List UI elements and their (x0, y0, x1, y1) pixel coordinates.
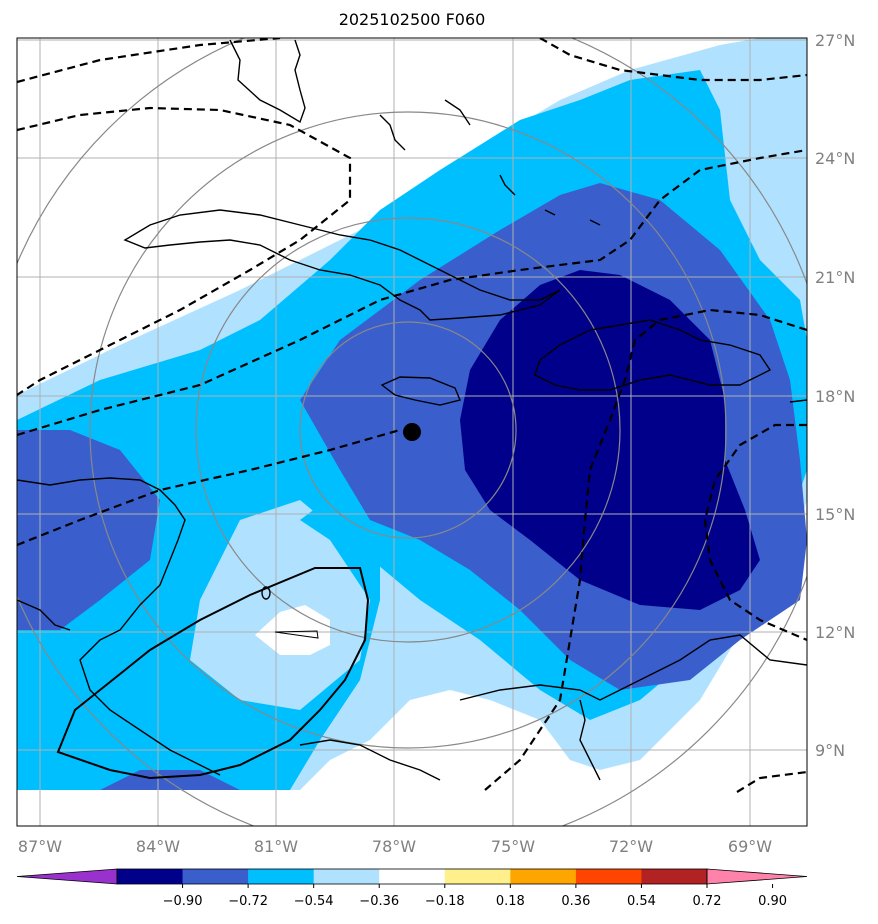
colorbar-segment (641, 869, 708, 884)
colorbar-tick-label: 0.36 (561, 894, 590, 909)
dashed-contours (17, 38, 807, 793)
outlined-region (56, 567, 370, 780)
center-marker (403, 423, 421, 441)
range-rings (17, 38, 807, 826)
lat-label: 18°N (815, 387, 855, 406)
colorbar-segment (575, 869, 642, 884)
contour-fill-navy (460, 270, 760, 610)
lat-label: 9°N (815, 741, 845, 760)
colorbar-tick-label: −0.36 (359, 894, 399, 909)
colorbar-tick-label: −0.18 (425, 894, 465, 909)
plot-frame (16, 37, 808, 827)
map-title: 2025102500 F060 (338, 10, 486, 29)
lat-label: 12°N (815, 623, 855, 642)
colorbar-segment (379, 869, 446, 884)
colorbar-segment (182, 869, 249, 884)
colorbar-tick-label: 0.54 (627, 894, 656, 909)
colorbar-extend-low (16, 868, 118, 885)
colorbar-segment (444, 869, 511, 884)
graticule (17, 38, 807, 826)
colorbar-segment (117, 869, 184, 884)
contour-fill-white-hole (255, 605, 330, 655)
colorbar-frame (116, 868, 708, 885)
lon-label: 75°W (491, 837, 535, 856)
lon-label: 69°W (728, 837, 772, 856)
colorbar-tick-label: 0.90 (758, 894, 787, 909)
lat-label: 21°N (815, 268, 855, 287)
colorbar-segment (313, 869, 380, 884)
colorbar-tick-label: 0.18 (496, 894, 525, 909)
colorbar-segment (248, 869, 315, 884)
colorbar: −0.90 −0.72 −0.54 −0.36 −0.18 0.18 0.36 0.54 0.7… (16, 868, 808, 909)
lat-label: 24°N (815, 149, 855, 168)
lon-label: 87°W (18, 837, 62, 856)
longitude-labels: 87°W 84°W 81°W 78°W 75°W 72°W 69°W (18, 837, 772, 856)
colorbar-tick-label: −0.90 (163, 894, 203, 909)
coastlines (17, 39, 807, 781)
lon-label: 78°W (372, 837, 416, 856)
colorbar-tick-label: −0.54 (294, 894, 334, 909)
colorbar-extend-high (706, 868, 808, 885)
colorbar-segment (510, 869, 577, 884)
lon-label: 72°W (609, 837, 653, 856)
colorbar-tick-label: 0.72 (693, 894, 722, 909)
colorbar-tick-label: −0.72 (228, 894, 268, 909)
thin-wedge (274, 630, 319, 639)
latitude-labels: 27°N 24°N 21°N 18°N 15°N 12°N 9°N (815, 31, 855, 760)
lat-label: 15°N (815, 505, 855, 524)
lat-label: 27°N (815, 31, 855, 50)
lon-label: 81°W (254, 837, 298, 856)
lon-label: 84°W (136, 837, 180, 856)
